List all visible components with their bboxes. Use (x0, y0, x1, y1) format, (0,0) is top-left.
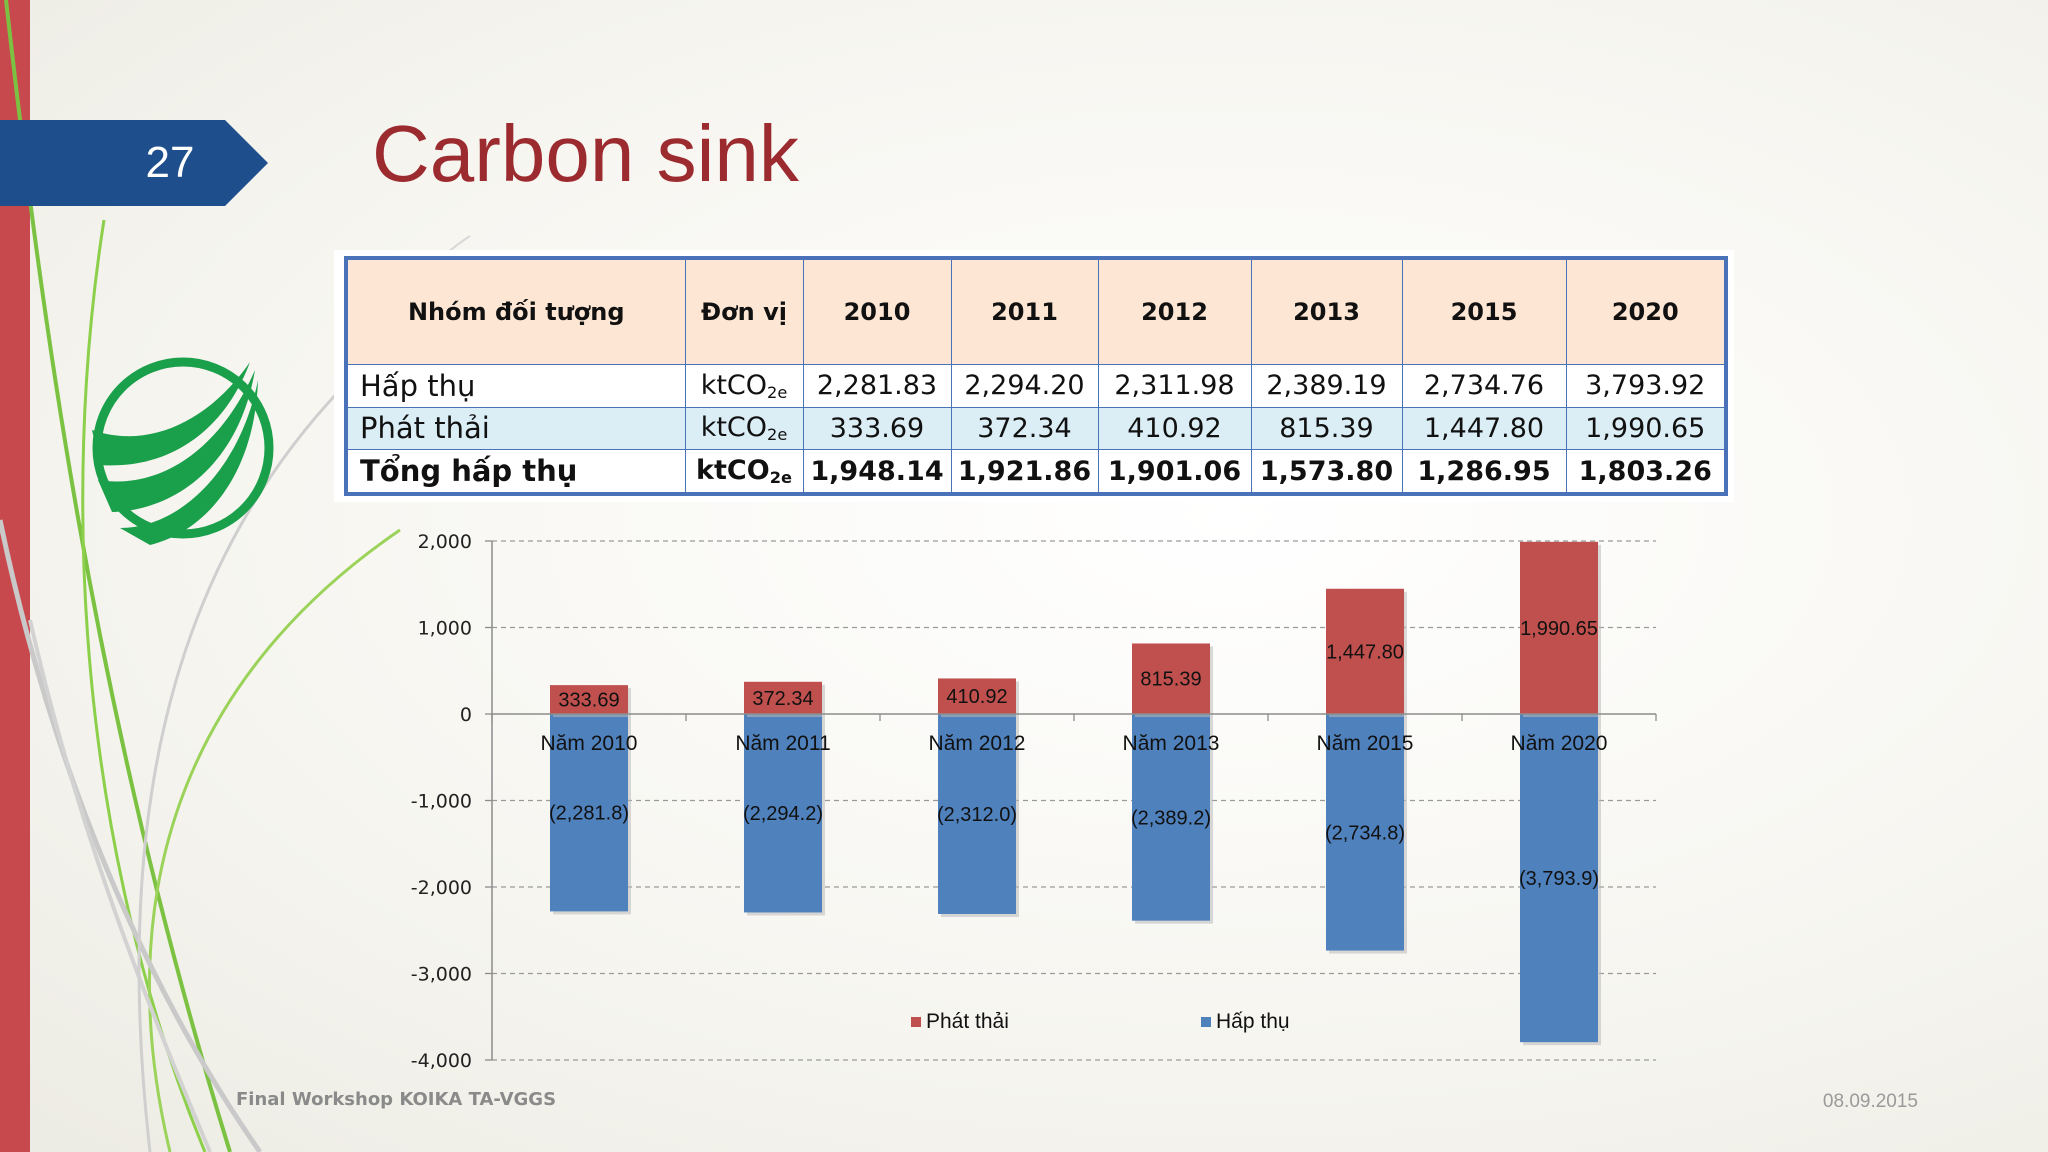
y-tick-label: -4,000 (411, 1050, 472, 1072)
data-label-hap-thu: (2,294.2) (743, 803, 823, 825)
value-cell: 1,921.86 (950, 449, 1099, 495)
header-year: 2010 (802, 257, 952, 365)
row-label: Hấp thụ (345, 364, 686, 408)
y-tick-label: 0 (460, 704, 472, 726)
value-cell: 1,901.06 (1097, 449, 1252, 495)
data-label-hap-thu: (3,793.9) (1519, 868, 1599, 890)
legend-label-hap-thu: Hấp thụ (1216, 1010, 1290, 1033)
header-year: 2013 (1250, 257, 1403, 365)
value-cell: 2,311.98 (1097, 364, 1252, 408)
slide-number: 27 (145, 138, 195, 187)
data-label-hap-thu: (2,281.8) (549, 803, 629, 825)
value-cell: 2,294.20 (950, 364, 1099, 408)
value-cell: 1,803.26 (1565, 449, 1727, 495)
value-cell: 410.92 (1097, 406, 1252, 451)
data-label-phat-thai: 815.39 (1140, 669, 1201, 691)
legend-swatch-phat-thai (911, 1017, 921, 1027)
category-label: Năm 2012 (929, 732, 1026, 755)
legend-label-phat-thai: Phát thải (926, 1010, 1009, 1033)
category-label: Năm 2010 (541, 732, 638, 755)
value-cell: 1,286.95 (1401, 449, 1567, 495)
data-label-hap-thu: (2,734.8) (1325, 822, 1405, 844)
value-cell: 372.34 (950, 406, 1099, 451)
bar-phat-thai (550, 685, 628, 714)
row-label: Phát thải (345, 406, 686, 451)
unit-cell: ktCO2e (684, 449, 804, 495)
unit-sub: 2e (767, 382, 788, 402)
value-cell: 3,793.92 (1565, 364, 1727, 408)
unit-base: ktCO (696, 455, 770, 487)
bar-phat-thai (1520, 541, 1598, 714)
value-cell: 2,734.76 (1401, 364, 1567, 408)
y-tick-label: 1,000 (418, 618, 472, 640)
unit-base: ktCO (700, 412, 768, 444)
footer-date: 08.09.2015 (1822, 1091, 1918, 1112)
value-cell: 1,573.80 (1250, 449, 1403, 495)
data-label-hap-thu: (2,389.2) (1131, 807, 1211, 829)
bar-phat-thai (938, 678, 1016, 714)
bar-hap-thu (1132, 714, 1210, 921)
value-cell: 1,447.80 (1401, 406, 1567, 451)
category-label: Năm 2020 (1511, 732, 1608, 755)
bar-phat-thai (1326, 588, 1404, 714)
unit-sub: 2e (767, 425, 788, 445)
table-row: Hấp thụ ktCO2e 2,281.83 2,294.20 2,311.9… (345, 364, 1727, 408)
row-label: Tổng hấp thụ (345, 449, 686, 495)
y-tick-label: 2,000 (418, 531, 472, 553)
value-cell: 1,948.14 (802, 449, 952, 495)
value-cell: 333.69 (802, 406, 952, 451)
unit-cell: ktCO2e (684, 406, 804, 451)
unit-base: ktCO (700, 369, 768, 401)
bar-hap-thu (744, 714, 822, 913)
bar-hap-thu (938, 714, 1016, 914)
header-year: 2020 (1565, 257, 1727, 365)
bar-hap-thu (550, 714, 628, 912)
header-unit: Đơn vị (684, 257, 804, 365)
footer-left: Final Workshop KOIKA TA-VGGS (236, 1089, 557, 1110)
data-table-container: Nhóm đối tượng Đơn vị 2010 2011 2012 201… (334, 250, 1734, 502)
slide-title: Carbon sink (372, 109, 799, 198)
unit-sub: 2e (769, 468, 792, 488)
bar-hap-thu (1326, 714, 1404, 951)
table-header-row: Nhóm đối tượng Đơn vị 2010 2011 2012 201… (345, 257, 1727, 365)
category-label: Năm 2013 (1123, 732, 1220, 755)
data-label-phat-thai: 410.92 (946, 686, 1007, 708)
data-label-phat-thai: 1,447.80 (1326, 641, 1404, 663)
value-cell: 2,389.19 (1250, 364, 1403, 408)
bar-hap-thu (1520, 714, 1598, 1043)
header-group: Nhóm đối tượng (345, 257, 686, 365)
carbon-data-table: Nhóm đối tượng Đơn vị 2010 2011 2012 201… (344, 256, 1728, 496)
category-label: Năm 2015 (1317, 732, 1414, 755)
table-row: Phát thải ktCO2e 333.69 372.34 410.92 81… (345, 406, 1727, 451)
data-label-hap-thu: (2,312.0) (937, 804, 1017, 826)
value-cell: 2,281.83 (802, 364, 952, 408)
header-year: 2012 (1097, 257, 1252, 365)
bar-phat-thai (744, 681, 822, 714)
y-tick-label: -3,000 (411, 964, 472, 986)
legend-swatch-hap-thu (1201, 1017, 1211, 1027)
y-tick-label: -1,000 (411, 791, 472, 813)
data-label-phat-thai: 333.69 (558, 690, 619, 712)
slide-number-badge (0, 120, 268, 206)
value-cell: 815.39 (1250, 406, 1403, 451)
y-tick-label: -2,000 (411, 877, 472, 899)
category-label: Năm 2011 (735, 732, 830, 755)
logo-icon (92, 357, 274, 545)
value-cell: 1,990.65 (1565, 406, 1727, 451)
bar-phat-thai (1132, 643, 1210, 714)
table-row: Tổng hấp thụ ktCO2e 1,948.14 1,921.86 1,… (345, 449, 1727, 495)
data-label-phat-thai: 1,990.65 (1520, 618, 1598, 640)
header-year: 2015 (1401, 257, 1567, 365)
data-label-phat-thai: 372.34 (752, 688, 813, 710)
